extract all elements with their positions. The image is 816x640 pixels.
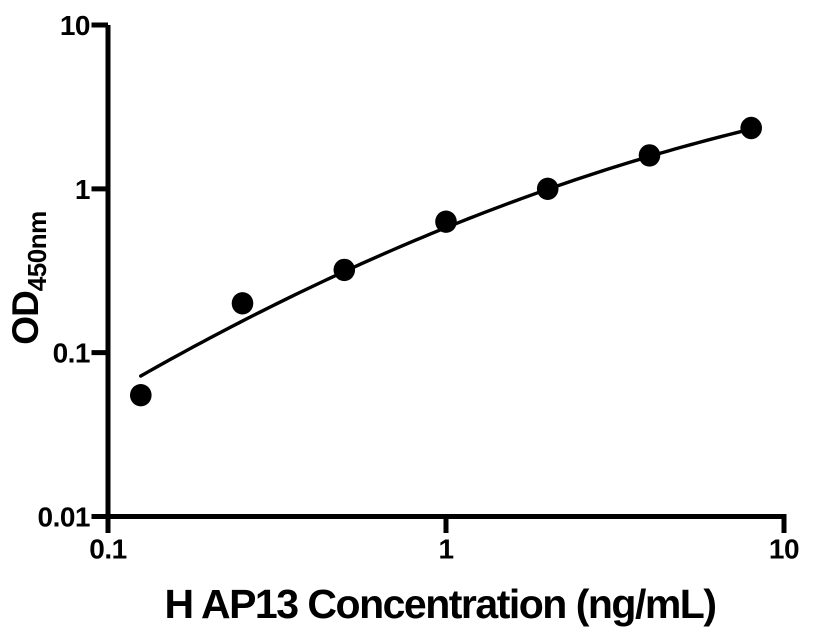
data-point [130, 384, 152, 407]
fit-curve [139, 127, 753, 378]
x-tick-label: 10 [769, 534, 799, 565]
y-axis-title: OD450nm [5, 211, 52, 344]
y-axis-title-main: OD [5, 291, 46, 345]
y-tick-label: 0.01 [38, 502, 91, 533]
data-point [740, 116, 762, 140]
x-tick-label: 0.1 [89, 534, 126, 565]
y-axis-title-subscript: 450nm [22, 211, 52, 291]
y-tick-label: 0.1 [53, 338, 90, 369]
data-point [231, 292, 254, 315]
x-tick-label: 1 [438, 534, 453, 565]
data-point [638, 144, 661, 167]
y-tick-label: 10 [60, 10, 90, 41]
data-point [435, 210, 457, 233]
x-axis-title: H AP13 Concentration (ng/mL) [165, 581, 716, 627]
y-tick-label: 1 [75, 174, 90, 205]
data-point [536, 177, 559, 200]
data-point [333, 258, 356, 282]
